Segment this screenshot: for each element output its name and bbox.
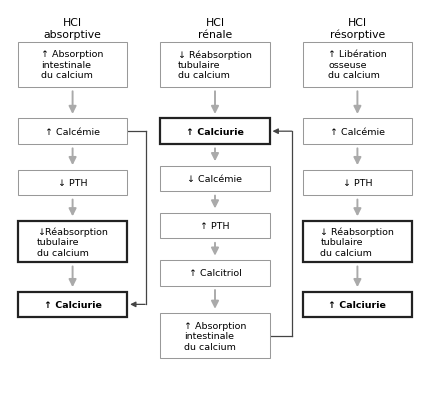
FancyBboxPatch shape [18, 170, 127, 196]
Text: ↑ Calciurie: ↑ Calciurie [186, 127, 244, 136]
FancyBboxPatch shape [160, 313, 270, 359]
Text: HCI
absorptive: HCI absorptive [44, 18, 101, 40]
FancyBboxPatch shape [160, 119, 270, 145]
FancyBboxPatch shape [160, 261, 270, 286]
FancyBboxPatch shape [160, 43, 270, 88]
Text: ↑ Calcitriol: ↑ Calcitriol [189, 269, 241, 278]
FancyBboxPatch shape [303, 292, 412, 317]
FancyBboxPatch shape [303, 43, 412, 88]
Text: ↑ Absorption
intestinale
du calcium: ↑ Absorption intestinale du calcium [184, 321, 246, 351]
Text: ↓ Calcémie: ↓ Calcémie [187, 175, 243, 184]
Text: ↓Réabsorption
tubulaire
du calcium: ↓Réabsorption tubulaire du calcium [37, 227, 108, 257]
FancyBboxPatch shape [303, 119, 412, 145]
FancyBboxPatch shape [160, 213, 270, 239]
Text: ↑ Calcémie: ↑ Calcémie [45, 127, 100, 136]
Text: ↓ Réabsorption
tubulaire
du calcium: ↓ Réabsorption tubulaire du calcium [320, 227, 394, 257]
Text: ↑ Calciurie: ↑ Calciurie [44, 300, 101, 309]
FancyBboxPatch shape [18, 119, 127, 145]
Text: ↓ PTH: ↓ PTH [343, 178, 372, 187]
FancyBboxPatch shape [303, 170, 412, 196]
FancyBboxPatch shape [160, 166, 270, 192]
Text: HCI
résorptive: HCI résorptive [330, 18, 385, 40]
Text: ↑ Libération
osseuse
du calcium: ↑ Libération osseuse du calcium [328, 50, 387, 80]
FancyBboxPatch shape [303, 221, 412, 263]
FancyBboxPatch shape [18, 292, 127, 317]
Text: ↑ Absorption
intestinale
du calcium: ↑ Absorption intestinale du calcium [41, 50, 104, 80]
Text: ↓ Réabsorption
tubulaire
du calcium: ↓ Réabsorption tubulaire du calcium [178, 50, 252, 80]
FancyBboxPatch shape [18, 221, 127, 263]
Text: ↑ Calcémie: ↑ Calcémie [330, 127, 385, 136]
Text: ↑ Calciurie: ↑ Calciurie [329, 300, 386, 309]
FancyBboxPatch shape [18, 43, 127, 88]
Text: ↑ PTH: ↑ PTH [200, 222, 230, 231]
Text: HCI
rénale: HCI rénale [198, 18, 232, 40]
Text: ↓ PTH: ↓ PTH [58, 178, 87, 187]
